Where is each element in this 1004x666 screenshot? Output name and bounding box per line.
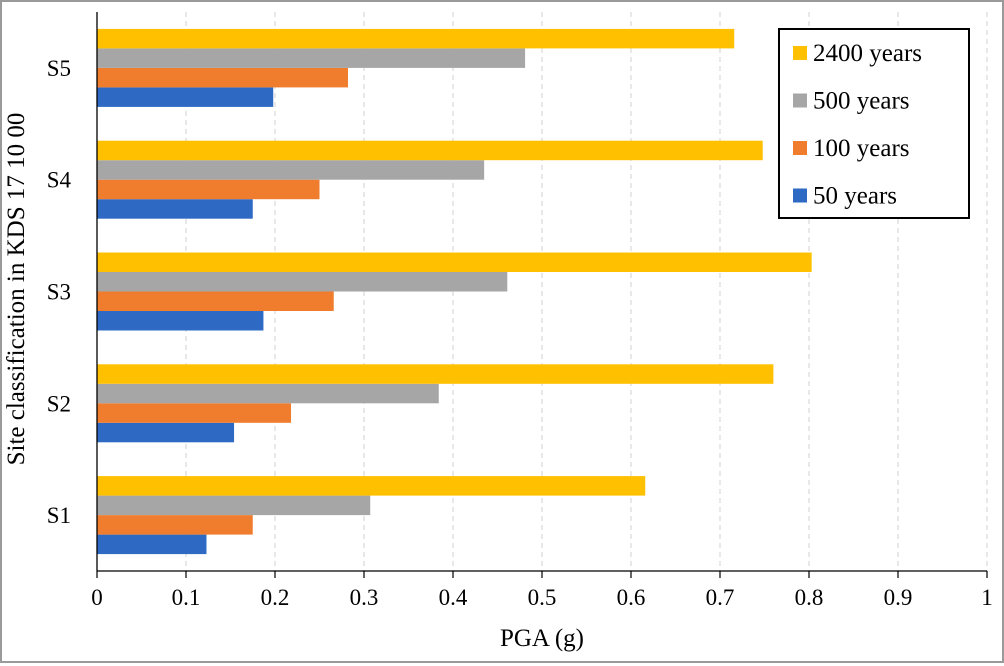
legend-swatch: [793, 141, 807, 155]
bar-s2-100-years: [97, 403, 292, 423]
x-tick-label: 0.6: [617, 585, 646, 610]
bar-s4-100-years: [97, 179, 320, 200]
legend-box: [778, 28, 970, 219]
bar-s5-2400-years: [97, 28, 735, 49]
legend-label: 50 years: [813, 183, 897, 210]
legend-label: 2400 years: [813, 40, 922, 67]
bar-s3-500-years: [97, 272, 508, 292]
legend-swatch: [793, 93, 807, 108]
x-tick-label: 0.4: [439, 585, 468, 610]
bar-s1-500-years: [97, 495, 371, 516]
x-tick-label: 0.8: [795, 585, 824, 610]
legend-label: 100 years: [813, 135, 910, 162]
y-tick-label: S3: [47, 280, 71, 305]
bar-s4-50-years: [97, 199, 253, 219]
legend: 2400 years 500 years 100 years 50 years: [778, 28, 970, 219]
x-axis-title: PGA (g): [500, 625, 584, 652]
x-tick-label: 0.9: [884, 585, 913, 610]
x-tick-label: 1: [981, 585, 993, 610]
x-tick-label: 0.3: [350, 585, 379, 610]
bar-s4-500-years: [97, 160, 485, 180]
bar-s2-50-years: [97, 422, 235, 443]
bars: [97, 28, 812, 555]
y-tick-label: S5: [47, 56, 71, 81]
bar-s3-100-years: [97, 291, 334, 311]
y-tick-label: S4: [47, 168, 72, 193]
axes: 0 0.1 0.2 0.3 0.4 0.5 0.6 0.7 0.8 0.9 1 S1 S2 S3 S4 S5: [47, 12, 993, 610]
y-axis-title: Site classification in KDS 17 10 00: [3, 113, 30, 466]
bar-s2-2400-years: [97, 364, 774, 384]
bar-s5-100-years: [97, 67, 348, 88]
x-tick-label: 0: [91, 585, 103, 610]
bar-s3-2400-years: [97, 252, 812, 272]
bar-s1-50-years: [97, 534, 207, 555]
bar-s4-2400-years: [97, 140, 763, 161]
x-tick-label: 0.7: [706, 585, 735, 610]
y-tick-label: S2: [47, 391, 71, 416]
bar-s3-50-years: [97, 311, 264, 331]
x-tick-label: 0.1: [172, 585, 201, 610]
bar-s1-2400-years: [97, 476, 646, 496]
x-tick-label: 0.2: [261, 585, 290, 610]
y-tick-label: S1: [47, 503, 71, 528]
bar-s2-500-years: [97, 383, 439, 404]
bar-s5-500-years: [97, 48, 526, 68]
x-tick-label: 0.5: [528, 585, 557, 610]
bar-s1-100-years: [97, 515, 253, 535]
legend-swatch: [793, 46, 807, 60]
legend-swatch: [793, 188, 807, 203]
legend-label: 500 years: [813, 88, 910, 115]
bar-s5-50-years: [97, 87, 274, 107]
